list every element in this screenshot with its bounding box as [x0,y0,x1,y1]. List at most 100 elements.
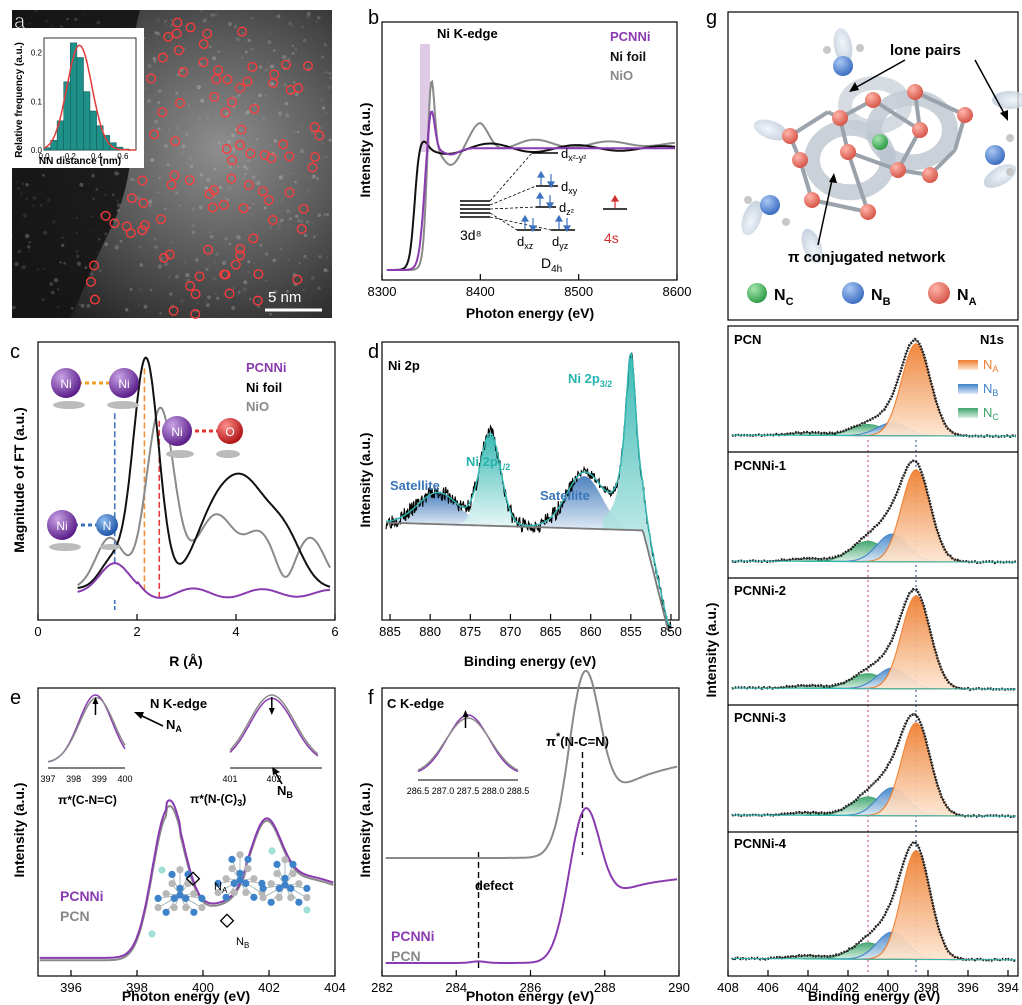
x-ticks-e: 396 398 400 402 404 [60,970,346,995]
tem-speck [205,267,209,271]
tem-speck [61,243,66,248]
x-tick-label: 860 [580,624,602,639]
plot-frame-b [381,21,678,281]
ni-atom-circle [298,203,309,214]
tem-speck [111,193,115,197]
model-bond [847,150,899,172]
ni-atom-circle [159,252,169,263]
tem-speck [75,216,78,219]
plot-frame-e [37,687,336,977]
x-label-g: Binding energy (eV) [808,988,940,1004]
model-h [782,218,790,226]
atom [242,879,250,888]
ni-atom-circle [163,31,174,42]
atom [228,855,236,864]
tem-speck [321,37,324,39]
inset1-tick: 400 [117,774,132,784]
series-pcnni [77,562,331,599]
tem-speck [299,219,304,224]
tem-speck [78,303,81,306]
tem-speck [165,24,168,27]
x-tick-label: 8300 [368,284,397,299]
arrow-NA-head [134,712,144,719]
tem-speck [116,203,121,208]
xps-n1s-stack [728,337,1018,972]
tem-speck [317,286,321,291]
model-h [744,196,752,204]
tem-speck [255,138,258,141]
tem-speck [282,296,285,300]
inset1-tick: 399 [92,774,107,784]
xps-legend-NA: NA [983,357,998,374]
x-tick-label: 282 [371,980,393,995]
tem-speck [246,270,250,274]
tem-speck [115,199,120,203]
x-tick-label: 0 [34,624,41,639]
histogram-bar [89,110,97,151]
tem-speck [193,58,196,61]
tem-speck [157,101,161,105]
tem-speck [159,257,164,261]
xps-legend-swatch-NC [958,408,978,418]
tem-speck [51,25,53,27]
tem-speck [265,279,268,282]
inset-tick: 287.5 [457,786,480,796]
tem-speck [311,222,314,224]
tem-speck [306,257,309,260]
tem-speck [75,231,78,234]
tem-speck [329,76,333,80]
x-ticks-d: 885 880 875 870 865 860 855 850 [379,614,682,639]
ni-atom-circle [245,148,256,159]
ni-atom-circle [121,221,132,232]
series-pcnni [386,110,675,271]
x-tick-label: 8500 [564,284,593,299]
atom [170,894,178,903]
panel-a: a 5 nm 0.0 0.2 0.4 0.6 0.0 0.1 0.2 Relative fr… [10,8,333,319]
ni-atom-circle [238,203,249,214]
tem-speck [298,262,301,265]
tem-speck [179,298,185,304]
ni-atom-circle [307,162,318,173]
atom [289,860,297,869]
x-tick-label: 396 [60,980,82,995]
tem-speck [312,235,316,239]
ni2p12-fill [454,434,527,527]
atom [182,904,190,912]
tem-speck [143,304,148,309]
tem-speck [235,96,238,99]
atom [168,870,176,879]
x-tick-label: 875 [459,624,481,639]
tem-speck [25,233,30,239]
inset-arrowhead [462,710,469,717]
atom [267,898,275,906]
x-tick-label: 400 [192,980,214,995]
tem-speck [269,312,273,316]
atom [198,904,206,912]
ni-atom-circle [173,45,184,56]
label-satellite-2: Satellite [540,488,590,503]
ni-atom-circle [137,175,148,186]
model-atom [912,122,928,138]
marker-NB [219,913,235,928]
xps-title-n1s: N1s [980,332,1004,347]
tem-speck [277,226,282,230]
model-bond [811,198,869,214]
model-atom [804,192,820,208]
atom [244,865,252,873]
tem-speck [276,14,281,19]
tem-speck [294,180,297,184]
ni-atom-circle [226,173,237,184]
model-atom [860,204,876,220]
tem-speck [303,254,307,259]
tem-speck [169,292,173,296]
tem-speck [20,192,23,195]
tem-speck [326,256,329,259]
ni-atom-circle [292,274,303,285]
tem-speck [293,131,296,134]
ni-atom-circle [243,180,254,191]
tem-speck [49,282,53,286]
arrow-pi-network-head [829,173,837,183]
label-satellite-1: Satellite [390,478,440,493]
tem-speck [228,165,232,169]
tem-speck [291,24,294,27]
